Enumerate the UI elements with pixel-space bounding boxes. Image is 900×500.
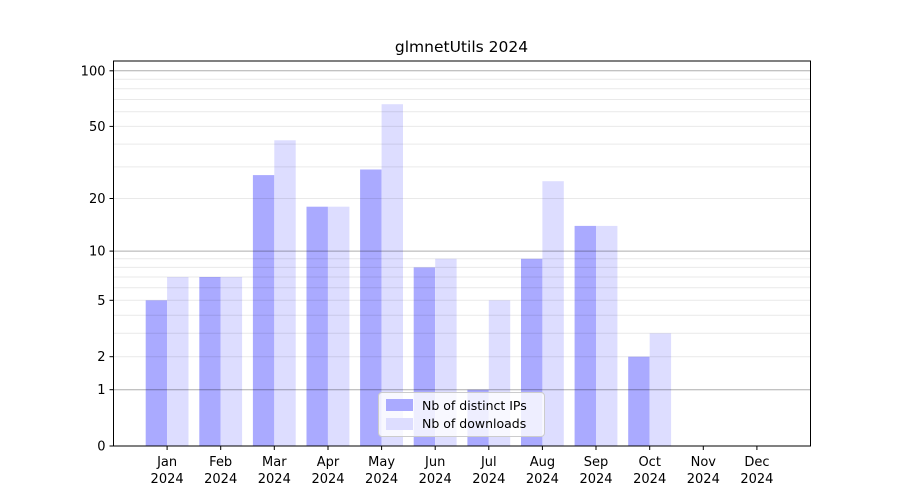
legend: Nb of distinct IPs Nb of downloads (378, 392, 545, 437)
bar-downloads (274, 140, 296, 447)
plot-border (113, 60, 811, 447)
x-tick-label-year: 2024 (258, 472, 291, 487)
y-tick-label: 50 (89, 120, 106, 135)
x-tick-label-month: Mar (262, 455, 287, 470)
x-tick-label-year: 2024 (311, 472, 344, 487)
bar-downloads (649, 333, 672, 446)
legend-swatch-downloads (386, 417, 413, 430)
bar-distinct-ips (199, 277, 221, 446)
x-tick-label-year: 2024 (472, 472, 505, 487)
bar-distinct-ips (574, 225, 596, 446)
plot-area: 0 1 2 5 10 20 50 100 Jan 2024 Feb 2024 Mar 2024 Apr 202… (81, 60, 811, 487)
bar-distinct-ips (145, 300, 168, 446)
x-tick-label-month: May (368, 455, 395, 470)
x-tick-label-month: Aug (530, 455, 555, 470)
x-tick-label-year: 2024 (740, 472, 773, 487)
x-tick-label-month: Jun (424, 455, 445, 470)
x-tick-label-year: 2024 (579, 472, 612, 487)
bar-downloads (542, 181, 564, 446)
bar-downloads (167, 277, 189, 446)
y-tick-label: 0 (97, 440, 105, 455)
bar-downloads (220, 277, 243, 446)
legend-item-downloads: Nb of downloads (386, 415, 536, 433)
x-tick-label-year: 2024 (204, 472, 237, 487)
y-tick-label: 1 (97, 383, 105, 398)
chart-title: glmnetUtils 2024 (395, 38, 528, 56)
bar-distinct-ips (252, 175, 275, 446)
x-tick-label-year: 2024 (633, 472, 666, 487)
x-tick-label-month: Apr (317, 455, 340, 470)
bar-distinct-ips (306, 206, 328, 446)
x-tick-label-month: Jul (480, 455, 497, 470)
bar-downloads (381, 104, 403, 446)
y-tick-label: 10 (89, 245, 106, 260)
legend-swatch-distinct-ips (386, 399, 413, 412)
bar-downloads (596, 225, 618, 446)
x-tick-label-year: 2024 (526, 472, 559, 487)
x-tick-label-month: Sep (584, 455, 609, 470)
bar-distinct-ips (628, 356, 650, 446)
x-tick-label-month: Jan (156, 455, 177, 470)
x-tick-label-month: Oct (638, 455, 660, 470)
bar-distinct-ips (360, 169, 382, 446)
legend-label-downloads: Nb of downloads (422, 416, 527, 432)
x-tick-label-month: Feb (209, 455, 232, 470)
bar-downloads (328, 206, 350, 446)
legend-item-distinct-ips: Nb of distinct IPs (386, 396, 536, 414)
y-tick-label: 100 (81, 64, 106, 79)
legend-label-distinct-ips: Nb of distinct IPs (422, 397, 527, 413)
y-tick-label: 20 (89, 192, 106, 207)
x-tick-label-month: Dec (744, 455, 769, 470)
x-tick-label-month: Nov (691, 455, 717, 470)
y-tick-label: 2 (97, 350, 105, 365)
x-tick-label-year: 2024 (365, 472, 398, 487)
y-tick-label: 5 (97, 294, 105, 309)
x-tick-label-year: 2024 (687, 472, 720, 487)
x-tick-label-year: 2024 (419, 472, 452, 487)
x-tick-label-year: 2024 (151, 472, 184, 487)
